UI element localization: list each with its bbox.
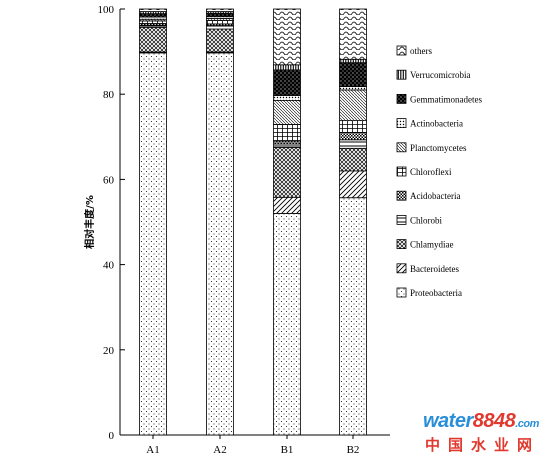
x-tick-label-a1: A1 (146, 444, 159, 456)
bar-segment-bacteroidetes-b1 (273, 196, 301, 214)
bar-segment-verrucomicrobia-b1 (273, 64, 301, 71)
y-tick-label: 20 (103, 345, 115, 357)
bar-stack-a2 (206, 8, 234, 436)
x-tick-label-a2: A2 (213, 444, 226, 456)
bar-segment-acidobacteria-b2 (339, 132, 367, 141)
bar-stack-b2 (339, 8, 367, 436)
watermark-logo: water8848.com 中国水业网 (423, 410, 551, 454)
legend-item-acidobacteria: Acidobacteria (396, 190, 460, 201)
bar-segment-chlorobi-a2 (206, 25, 234, 30)
legend-swatch (396, 45, 407, 56)
bar-segment-others-b2 (339, 8, 367, 60)
legend-item-chlorobi: Chlorobi (396, 214, 443, 225)
x-ticks: A1 A2 B1 B2 (146, 435, 359, 456)
legend-label: Planctomycetes (410, 143, 467, 153)
legend-swatch (396, 287, 407, 298)
legend-label: Chloroflexi (410, 167, 452, 177)
y-tick-label: 80 (103, 89, 115, 101)
bar-segment-gemmatimonadetes-a2 (206, 12, 234, 18)
bar-segment-proteobacteria-b1 (273, 213, 301, 436)
bar-segment-others-b1 (273, 8, 301, 66)
bar-segment-chlamydiae-b1 (273, 147, 301, 198)
legend-label: Bacteroidetes (410, 264, 459, 274)
x-tick-label-b1: B1 (281, 444, 294, 456)
y-tick-label: 60 (103, 174, 115, 186)
watermark-word: water (423, 410, 473, 432)
legend-item-proteobacteria: Proteobacteria (396, 287, 462, 298)
legend-item-chloroflexi: Chloroflexi (396, 166, 452, 177)
legend-label: Acidobacteria (410, 191, 460, 201)
legend-item-bacteroidetes: Bacteroidetes (396, 263, 459, 274)
legend-swatch (396, 94, 407, 104)
legend: others Verrucomicrobia Gemmatimonadetes Act… (396, 45, 482, 298)
bar-segment-actinobacteria-b2 (339, 86, 367, 91)
bar-segment-proteobacteria-a2 (206, 52, 234, 436)
bar-segment-others-a2 (206, 8, 234, 12)
legend-label: Proteobacteria (410, 288, 462, 298)
bar-segment-proteobacteria-a1 (139, 52, 167, 436)
bar-segment-chlorobi-b1 (273, 143, 301, 148)
bars (139, 8, 367, 436)
bar-stack-b1 (273, 8, 301, 436)
bar-segment-chloroflexi-b1 (273, 124, 301, 142)
bar-segment-chlorobi-b2 (339, 139, 367, 149)
bar-stack-a1 (139, 8, 167, 436)
legend-swatch (396, 142, 407, 153)
watermark-chinese-name: 中国水业网 (425, 436, 541, 454)
legend-label: Actinobacteria (410, 119, 463, 129)
bar-segment-verrucomicrobia-b2 (339, 58, 367, 64)
legend-swatch (396, 190, 407, 201)
y-tick-label: 40 (103, 260, 115, 272)
bar-segment-acidobacteria-b1 (273, 140, 301, 145)
legend-swatch (396, 263, 407, 274)
legend-swatch (396, 166, 407, 177)
legend-label: Verrucomicrobia (410, 70, 470, 80)
bar-segment-bacteroidetes-b2 (339, 170, 367, 199)
legend-item-others: others (396, 45, 432, 56)
bar-segment-planctomycetes-b1 (273, 100, 301, 125)
legend-item-actinobacteria: Actinobacteria (396, 118, 463, 129)
bar-segment-planctomycetes-b2 (339, 89, 367, 122)
bar-segment-proteobacteria-b2 (339, 197, 367, 436)
y-ticks: 0 20 40 60 80 100 (98, 4, 125, 442)
legend-item-verrucomicrobia: Verrucomicrobia (396, 69, 470, 80)
watermark-logo-text: water8848.com (423, 410, 539, 433)
legend-item-chlamydiae: Chlamydiae (396, 239, 454, 250)
watermark-number: 8848 (472, 410, 516, 432)
legend-label: Chlorobi (410, 215, 443, 225)
y-tick-label: 0 (109, 430, 115, 442)
bar-segment-gemmatimonadetes-b2 (339, 62, 367, 87)
bar-segment-actinobacteria-b1 (273, 95, 301, 101)
legend-item-planctomycetes: Planctomycetes (396, 142, 467, 153)
legend-swatch (396, 118, 407, 128)
bar-segment-chloroflexi-a2 (206, 20, 234, 25)
legend-label: others (410, 46, 432, 56)
legend-swatch (396, 69, 407, 80)
bar-segment-chlamydiae-a1 (139, 26, 167, 53)
watermark-suffix: .com (515, 418, 539, 430)
legend-swatch (396, 214, 407, 225)
bar-segment-gemmatimonadetes-a1 (139, 13, 167, 18)
x-tick-label-b2: B2 (347, 444, 360, 456)
y-tick-label: 100 (98, 4, 115, 16)
bar-segment-others-a1 (139, 8, 167, 12)
legend-swatch (396, 239, 407, 250)
bar-segment-gemmatimonadetes-b1 (273, 69, 301, 96)
y-axis-label: 相对丰度/% (83, 195, 96, 249)
legend-item-gemmatimonadetes: Gemmatimonadetes (396, 94, 482, 104)
legend-label: Gemmatimonadetes (410, 94, 482, 104)
legend-label: Chlamydiae (410, 240, 454, 250)
bar-segment-chloroflexi-b2 (339, 120, 367, 133)
bar-segment-chlamydiae-b2 (339, 147, 367, 172)
bar-segment-chlamydiae-a2 (206, 28, 234, 53)
